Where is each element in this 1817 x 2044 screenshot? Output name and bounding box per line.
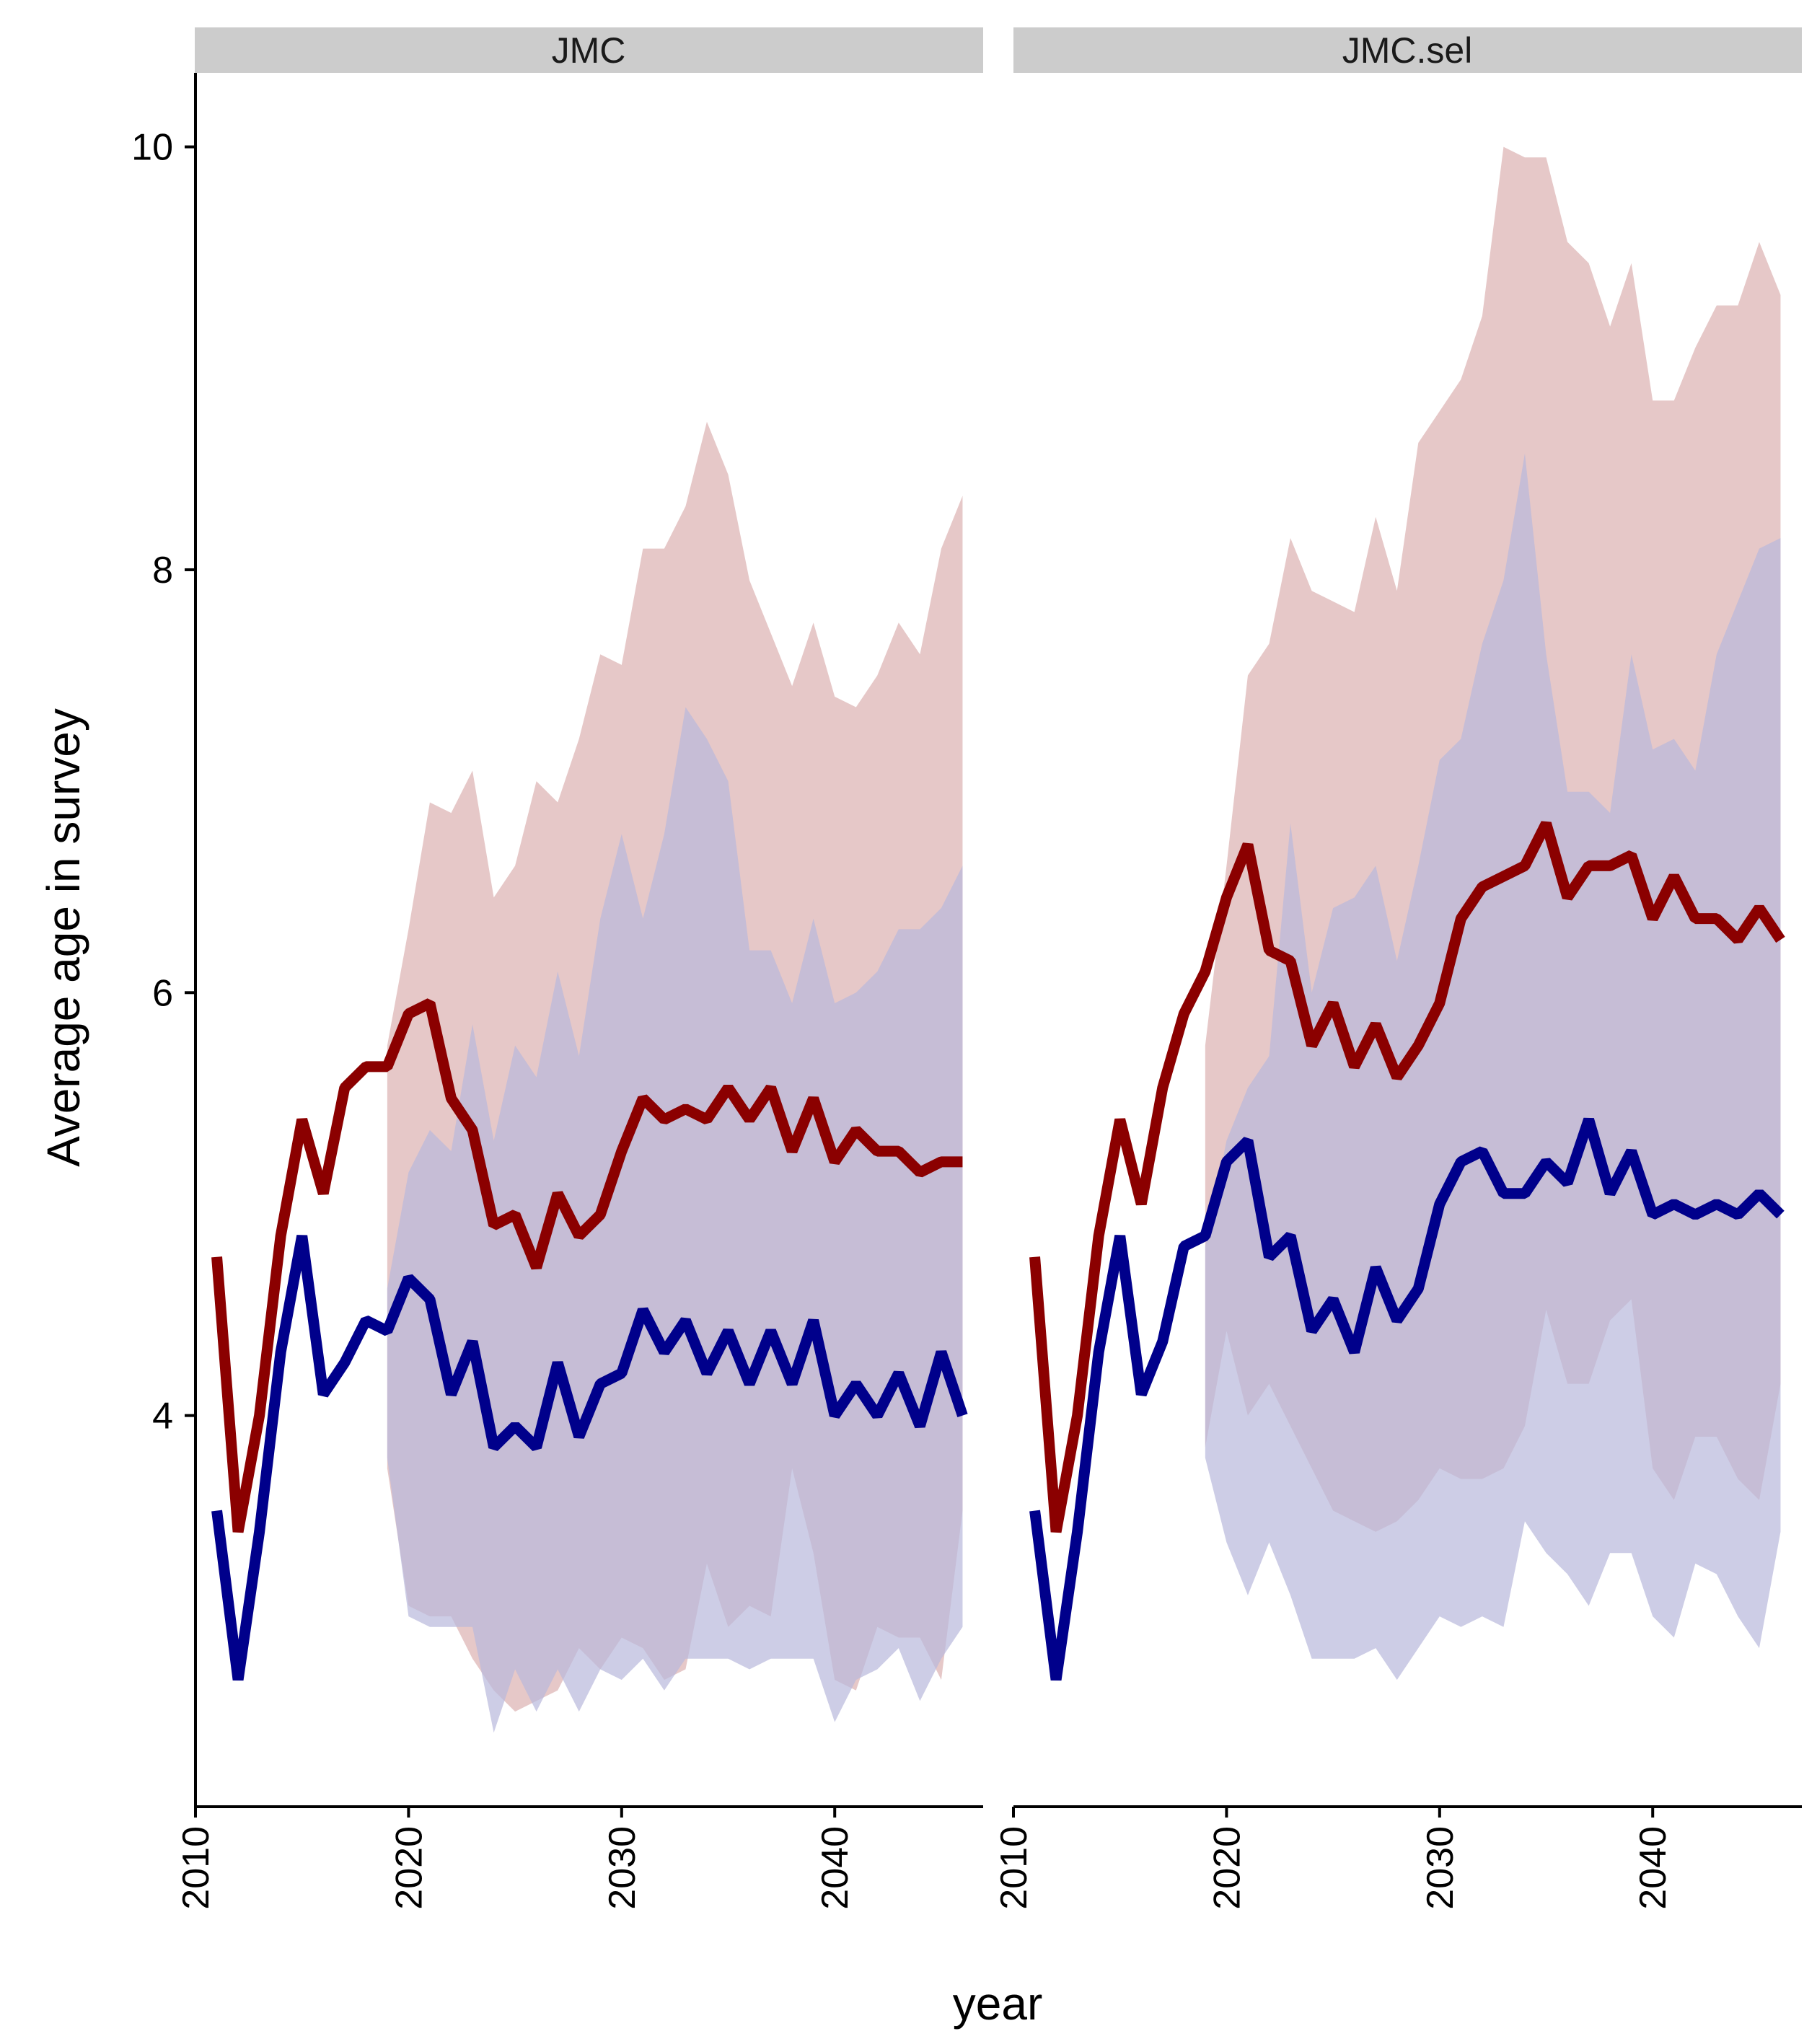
y-axis-title: Average age in survey — [38, 708, 89, 1167]
blue-uncertainty-band-jmc — [387, 707, 963, 1733]
y-tick-label: 4 — [152, 1396, 173, 1437]
x-tick-label: 2020 — [1206, 1826, 1248, 1910]
y-tick-label: 6 — [152, 972, 173, 1014]
x-tick-label: 2040 — [814, 1826, 856, 1910]
panel-jmc-sel — [1029, 146, 1785, 1681]
panel-jmc — [211, 421, 968, 1733]
y-tick-label: 8 — [152, 550, 173, 591]
x-axis-title: year — [953, 1978, 1043, 2030]
facet-strip-bg-jmc-sel — [1013, 27, 1802, 73]
blue-series-line-jmc — [211, 1235, 968, 1681]
red-series-line-jmc-sel — [1029, 821, 1785, 1533]
axes: 4 6 8 10 2010 2020 2030 2040 2010 2020 2030 2040 — [131, 127, 1674, 1910]
facet-title-jmc: JMC — [552, 30, 626, 71]
facet-strip-bg-jmc — [195, 27, 983, 73]
x-tick-label: 2020 — [388, 1826, 430, 1910]
x-tick-label: 2030 — [1420, 1826, 1461, 1910]
x-tick-label: 2040 — [1632, 1826, 1674, 1910]
blue-series-line-jmc-sel — [1029, 1117, 1785, 1681]
x-tick-label: 2030 — [602, 1826, 643, 1910]
y-tick-label: 10 — [131, 127, 173, 169]
red-series-line-jmc — [211, 998, 963, 1533]
facet-title-jmc-sel: JMC.sel — [1342, 30, 1473, 71]
blue-uncertainty-band-jmc-sel — [1205, 453, 1781, 1680]
x-tick-label: 2010 — [175, 1826, 217, 1910]
x-tick-label: 2010 — [993, 1826, 1035, 1910]
